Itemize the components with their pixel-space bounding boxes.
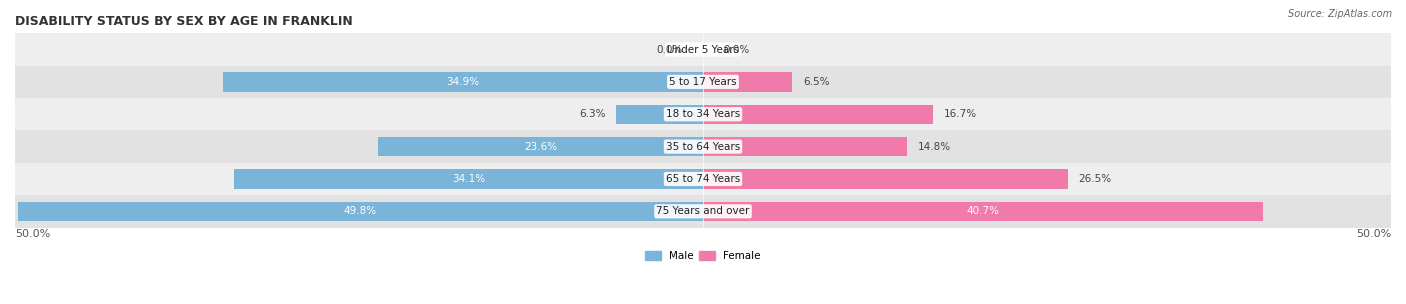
Bar — [703, 169, 1067, 189]
Text: 50.0%: 50.0% — [1355, 229, 1391, 239]
Bar — [703, 137, 907, 156]
Bar — [15, 66, 1391, 98]
Bar — [15, 33, 1391, 66]
Text: 14.8%: 14.8% — [918, 142, 950, 152]
Text: Source: ZipAtlas.com: Source: ZipAtlas.com — [1288, 9, 1392, 19]
Bar — [18, 202, 703, 221]
Text: 35 to 64 Years: 35 to 64 Years — [666, 142, 740, 152]
Text: 16.7%: 16.7% — [943, 109, 977, 119]
Text: 0.0%: 0.0% — [724, 44, 749, 54]
Bar — [15, 163, 1391, 195]
Text: 26.5%: 26.5% — [1078, 174, 1112, 184]
Text: 75 Years and over: 75 Years and over — [657, 206, 749, 216]
Legend: Male, Female: Male, Female — [641, 247, 765, 265]
Text: 18 to 34 Years: 18 to 34 Years — [666, 109, 740, 119]
Bar — [616, 105, 703, 124]
Bar — [703, 72, 793, 92]
Text: 23.6%: 23.6% — [524, 142, 557, 152]
Text: 49.8%: 49.8% — [344, 206, 377, 216]
Text: DISABILITY STATUS BY SEX BY AGE IN FRANKLIN: DISABILITY STATUS BY SEX BY AGE IN FRANK… — [15, 15, 353, 28]
Text: 34.9%: 34.9% — [446, 77, 479, 87]
Bar — [15, 195, 1391, 227]
Text: 50.0%: 50.0% — [15, 229, 51, 239]
Bar — [378, 137, 703, 156]
Bar — [703, 105, 932, 124]
Text: 65 to 74 Years: 65 to 74 Years — [666, 174, 740, 184]
Text: 0.0%: 0.0% — [657, 44, 682, 54]
Text: 40.7%: 40.7% — [966, 206, 1000, 216]
Text: 5 to 17 Years: 5 to 17 Years — [669, 77, 737, 87]
Bar — [233, 169, 703, 189]
Text: 6.5%: 6.5% — [803, 77, 830, 87]
Text: Under 5 Years: Under 5 Years — [666, 44, 740, 54]
Bar — [703, 202, 1263, 221]
Bar — [15, 98, 1391, 130]
Text: 34.1%: 34.1% — [451, 174, 485, 184]
Text: 6.3%: 6.3% — [579, 109, 606, 119]
Bar — [15, 130, 1391, 163]
Bar — [222, 72, 703, 92]
